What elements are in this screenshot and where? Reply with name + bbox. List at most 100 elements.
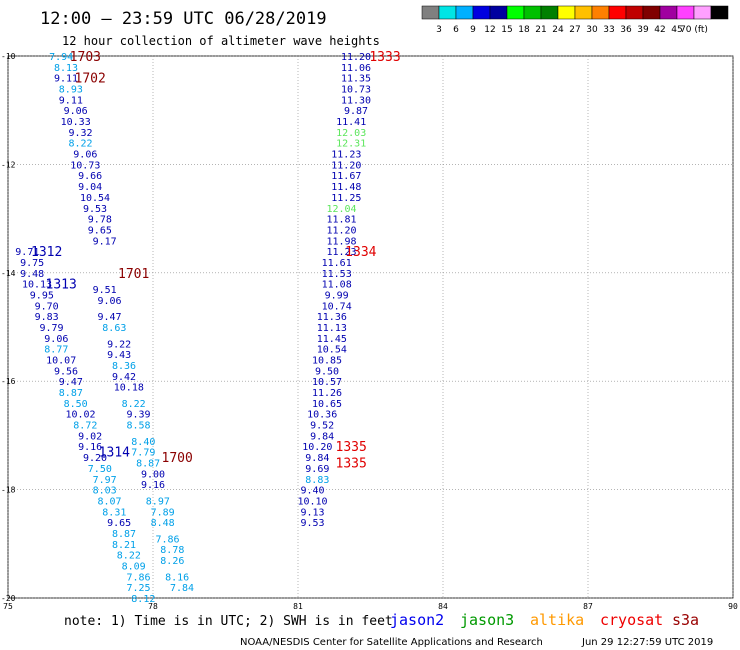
- pass-number: 1335: [336, 457, 367, 472]
- swh-value: 9.65: [88, 225, 112, 236]
- swh-value: 9.47: [97, 312, 121, 323]
- swh-value: 8.22: [122, 399, 146, 410]
- swh-value: 8.77: [44, 345, 68, 356]
- swh-value: 11.30: [341, 95, 371, 106]
- swh-value: 8.83: [305, 475, 329, 486]
- swh-value: 9.04: [78, 182, 102, 193]
- x-tick-label: 87: [583, 602, 593, 611]
- colorbar-swatch: [540, 5, 559, 20]
- pass-number: 1314: [99, 446, 130, 461]
- swh-value: 10.74: [322, 301, 352, 312]
- x-tick-label: 84: [438, 602, 448, 611]
- swh-value: 9.02: [78, 431, 102, 442]
- swh-value: 9.87: [344, 106, 368, 117]
- swh-value: 7.86: [155, 534, 179, 545]
- swh-value: 8.03: [93, 486, 117, 497]
- swh-value: 9.43: [107, 350, 131, 361]
- pass-number: 1700: [162, 451, 193, 466]
- swh-value: 8.31: [102, 507, 126, 518]
- swh-value: 9.56: [54, 366, 78, 377]
- swh-value: 11.25: [331, 193, 361, 204]
- pass-number: 1312: [31, 245, 62, 260]
- colorbar-label: 21: [535, 25, 546, 35]
- swh-value: 10.07: [46, 356, 76, 367]
- colorbar-label: 18: [518, 25, 530, 35]
- pass-number: 1333: [369, 50, 400, 65]
- swh-value: 9.53: [83, 204, 107, 215]
- swh-value: 8.26: [160, 556, 184, 567]
- swh-value: 9.66: [78, 171, 102, 182]
- y-tick-label: -10: [1, 52, 16, 61]
- swh-value: 9.40: [300, 486, 324, 497]
- swh-value: 9.84: [305, 453, 329, 464]
- swh-value: 10.65: [312, 399, 342, 410]
- swh-value: 10.33: [61, 117, 91, 128]
- swh-value: 8.72: [73, 421, 97, 432]
- swh-value: 7.97: [93, 475, 117, 486]
- swh-value: 9.47: [59, 377, 83, 388]
- swh-value: 9.17: [93, 236, 117, 247]
- pass-number: 1702: [75, 72, 106, 87]
- swh-value: 11.23: [331, 150, 361, 161]
- colorbar-swatch: [455, 5, 474, 20]
- colorbar-label: 70 (ft): [680, 25, 708, 35]
- swh-value: 11.61: [322, 258, 352, 269]
- legend-s3a: s3a: [672, 611, 699, 629]
- colorbar-swatch: [472, 5, 491, 20]
- colorbar-swatch: [557, 5, 576, 20]
- swh-value: 10.20: [302, 442, 332, 453]
- swh-value: 9.06: [73, 150, 97, 161]
- legend-altika: altika: [530, 611, 584, 629]
- colorbar-swatch: [591, 5, 610, 20]
- swh-values: 7.948.139.118.939.119.0610.339.328.229.0…: [15, 52, 371, 605]
- pass-number: 1703: [70, 50, 101, 65]
- colorbar-label: 3: [436, 25, 442, 35]
- swh-value: 8.13: [54, 63, 78, 74]
- swh-value: 9.71: [15, 247, 39, 258]
- colorbar-label: 27: [569, 25, 580, 35]
- swh-value: 8.78: [160, 545, 184, 556]
- swh-value: 9.39: [126, 410, 150, 421]
- swh-value: 11.23: [326, 247, 356, 258]
- pass-number: 1334: [345, 245, 376, 260]
- swh-value: 7.86: [126, 572, 150, 583]
- colorbar-swatch: [421, 5, 440, 20]
- swh-value: 9.06: [44, 334, 68, 345]
- swh-value: 7.94: [49, 52, 73, 63]
- colorbar-swatch: [438, 5, 457, 20]
- swh-value: 11.13: [317, 323, 347, 334]
- footer-credit: NOAA/NESDIS Center for Satellite Applica…: [240, 637, 543, 648]
- footer-timestamp: Jun 29 12:27:59 UTC 2019: [581, 637, 713, 648]
- swh-value: 8.87: [59, 388, 83, 399]
- swh-value: 9.22: [107, 339, 131, 350]
- swh-value: 11.98: [326, 236, 356, 247]
- swh-value: 8.22: [68, 139, 92, 150]
- swh-value: 11.53: [322, 269, 352, 280]
- colorbar-label: 24: [552, 25, 564, 35]
- swh-value: 9.16: [141, 480, 165, 491]
- swh-value: 10.36: [307, 410, 337, 421]
- swh-value: 12.04: [326, 204, 356, 215]
- colorbar-label: 33: [603, 25, 614, 35]
- swh-value: 11.81: [326, 215, 356, 226]
- swh-value: 8.50: [64, 399, 88, 410]
- swh-value: 8.36: [112, 361, 136, 372]
- colorbar-label: 36: [620, 25, 632, 35]
- swh-value: 9.13: [300, 507, 324, 518]
- colorbar-label: 15: [501, 25, 512, 35]
- colorbar-swatch: [523, 5, 542, 20]
- legend-jason2: jason2: [390, 611, 444, 629]
- swh-value: 9.99: [325, 290, 349, 301]
- swh-value: 9.11: [59, 95, 83, 106]
- swh-value: 11.06: [341, 63, 371, 74]
- colorbar-swatch: [608, 5, 627, 20]
- colorbar-label: 12: [484, 25, 495, 35]
- colorbar-swatch: [625, 5, 644, 20]
- swh-value: 11.08: [322, 280, 352, 291]
- swh-value: 9.83: [35, 312, 59, 323]
- colorbar-label: 6: [453, 25, 459, 35]
- swh-value: 9.78: [88, 215, 112, 226]
- swh-value: 9.95: [30, 290, 54, 301]
- colorbar-swatch: [574, 5, 593, 20]
- colorbar-swatch: [506, 5, 525, 20]
